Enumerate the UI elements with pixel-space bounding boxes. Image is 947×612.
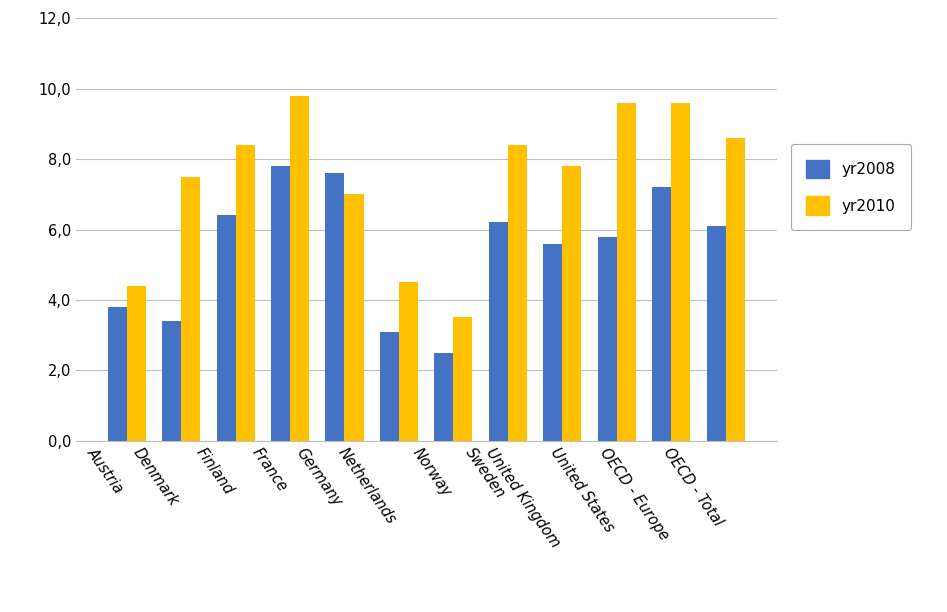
Bar — [217, 215, 236, 441]
Bar — [271, 166, 290, 441]
Bar — [326, 173, 345, 441]
Bar — [454, 318, 473, 441]
Bar — [725, 138, 744, 441]
Bar — [616, 103, 635, 441]
Bar — [236, 145, 255, 441]
Bar — [544, 244, 563, 441]
Bar — [706, 226, 725, 441]
Bar — [162, 321, 181, 441]
Legend: yr2008, yr2010: yr2008, yr2010 — [791, 144, 911, 230]
Bar — [671, 103, 690, 441]
Bar — [380, 332, 399, 441]
Bar — [127, 286, 146, 441]
Bar — [563, 166, 581, 441]
Bar — [435, 353, 454, 441]
Bar — [181, 177, 200, 441]
Bar — [598, 236, 616, 441]
Bar — [652, 187, 671, 441]
Bar — [108, 307, 127, 441]
Bar — [290, 95, 309, 441]
Bar — [399, 282, 418, 441]
Bar — [508, 145, 527, 441]
Bar — [345, 195, 364, 441]
Bar — [489, 222, 508, 441]
